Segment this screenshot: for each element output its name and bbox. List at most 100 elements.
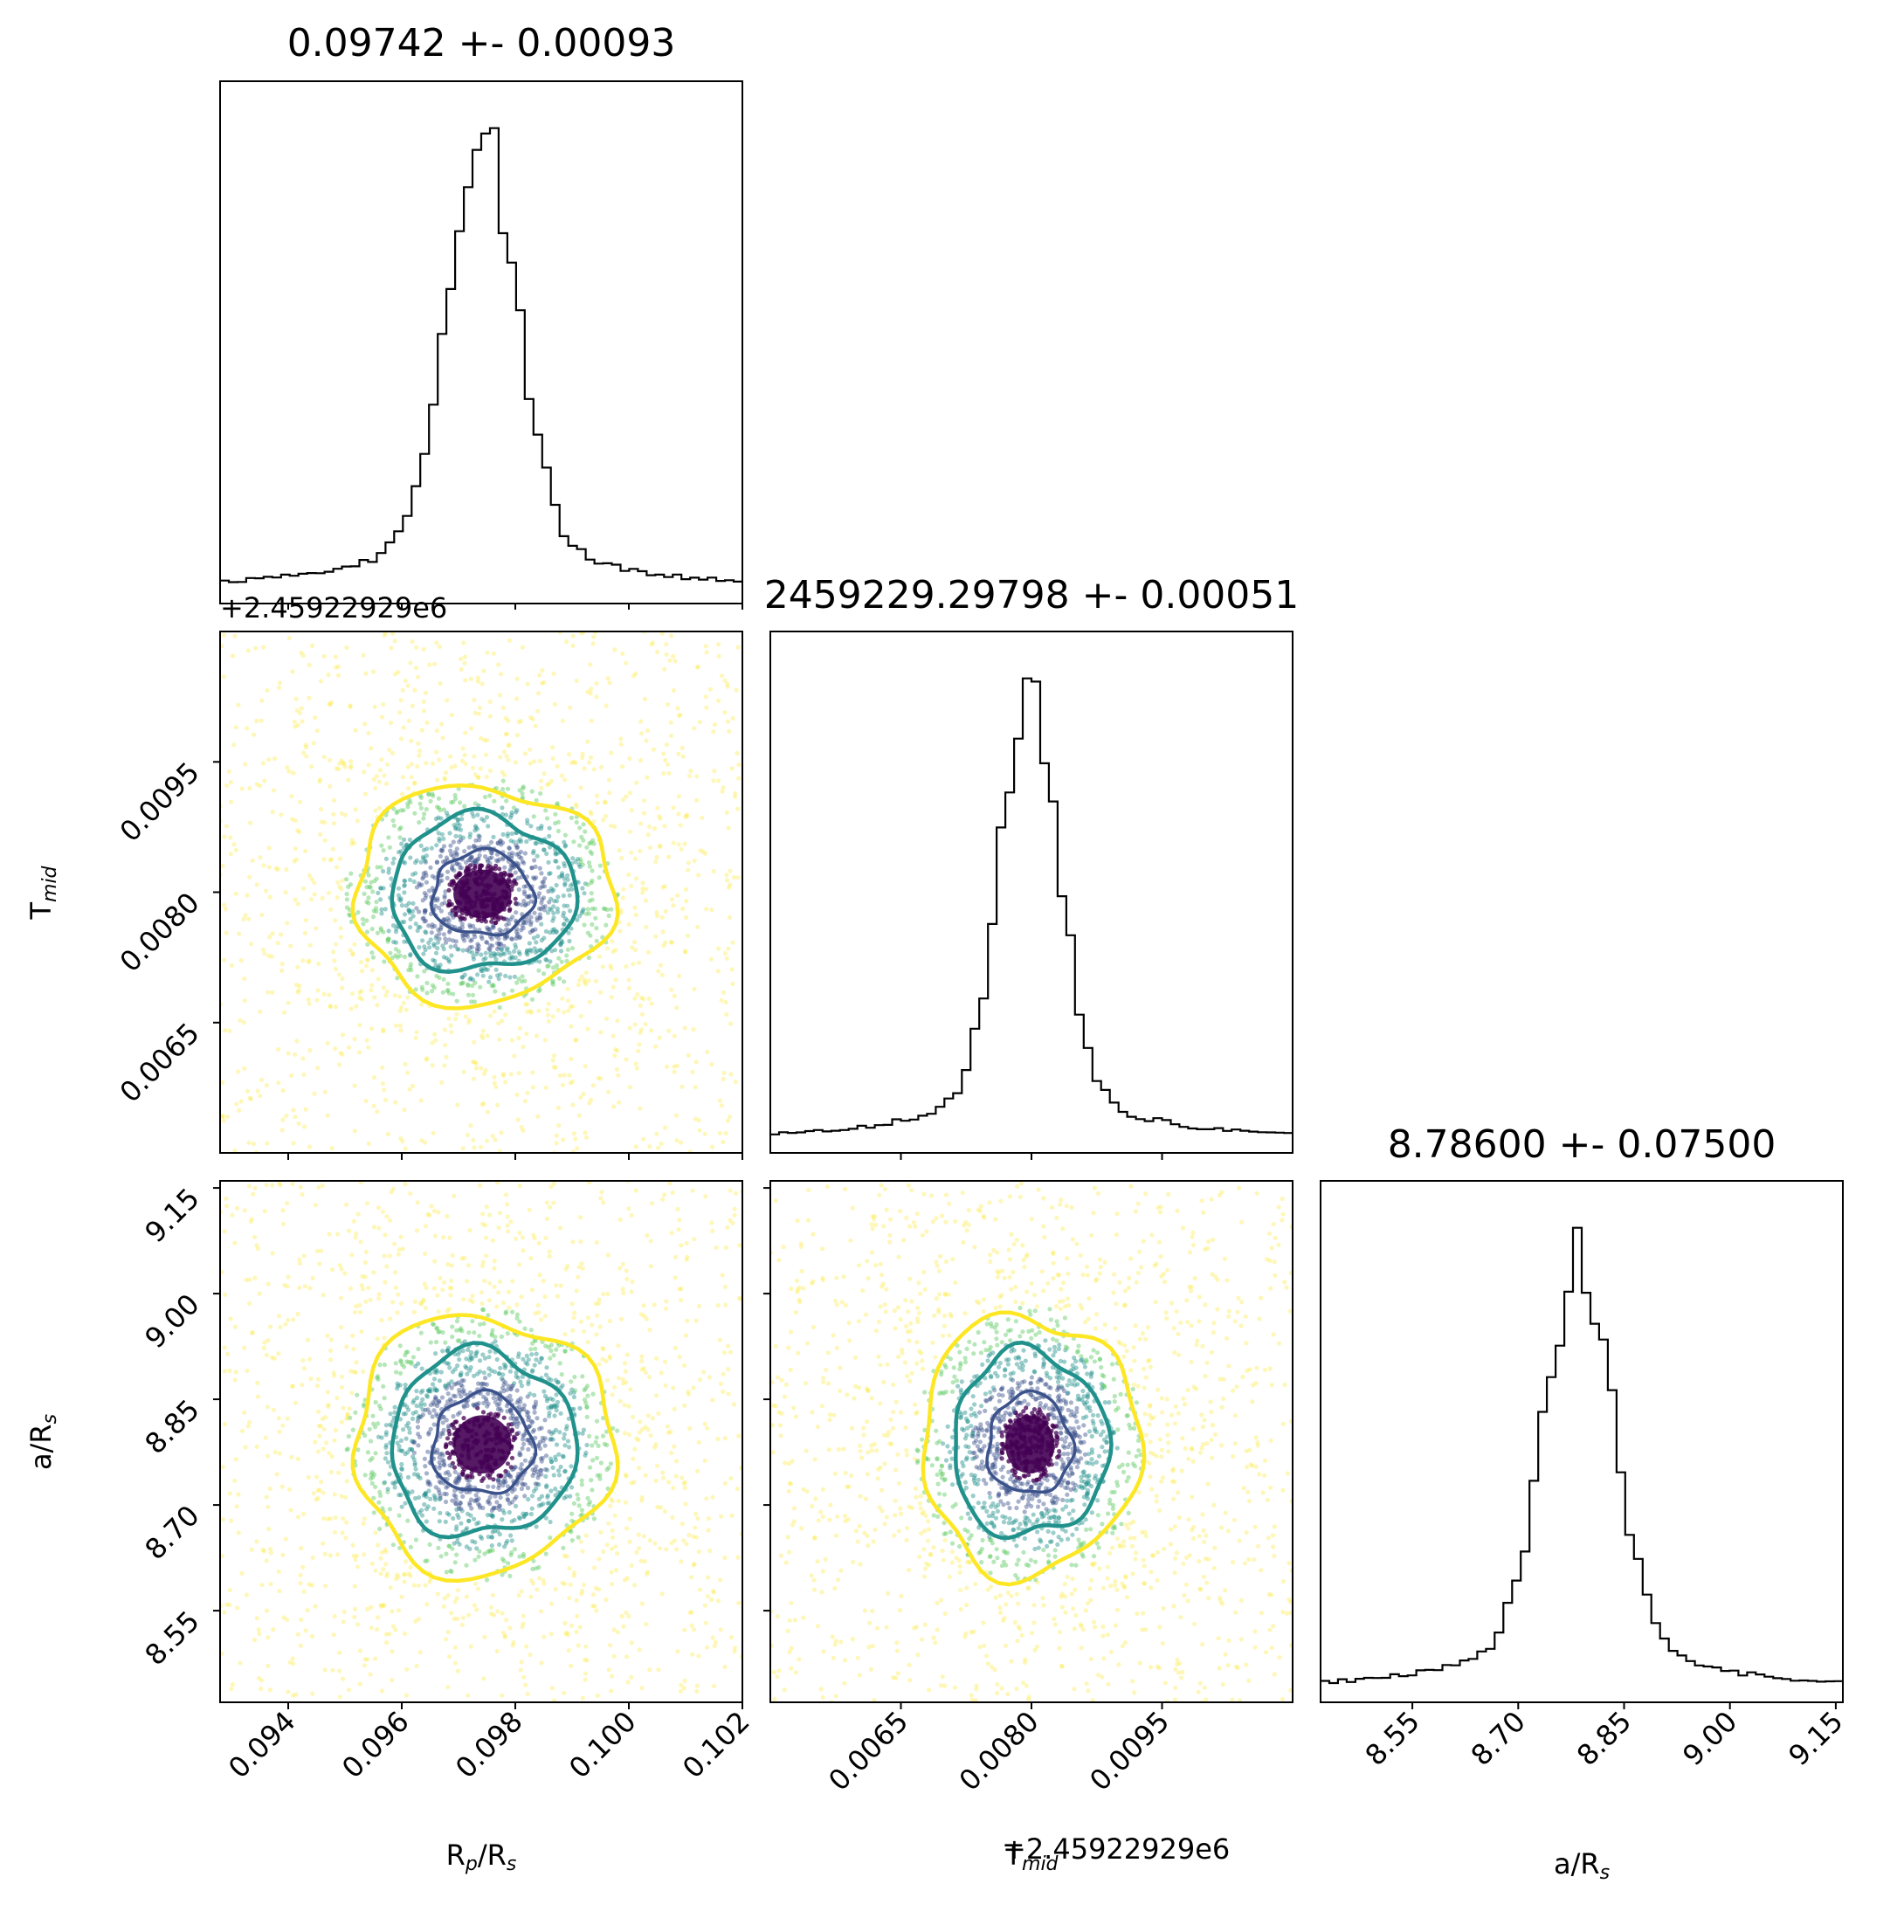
scatter-point xyxy=(303,1107,308,1112)
scatter-point xyxy=(449,1286,454,1291)
scatter-point xyxy=(339,1325,344,1330)
scatter-point xyxy=(482,1376,488,1381)
scatter-point xyxy=(443,1383,448,1388)
scatter-point xyxy=(269,954,274,959)
scatter-point xyxy=(685,1318,690,1323)
scatter-point xyxy=(528,1391,533,1397)
scatter-point xyxy=(364,900,369,905)
scatter-point xyxy=(220,1517,225,1522)
scatter-point xyxy=(547,1249,552,1254)
scatter-point xyxy=(526,1446,531,1452)
scatter-point xyxy=(467,924,473,929)
scatter-point xyxy=(589,1478,594,1483)
scatter-point xyxy=(468,676,473,682)
scatter-point xyxy=(1111,1290,1116,1295)
scatter-point xyxy=(390,955,395,961)
scatter-point xyxy=(529,789,535,794)
scatter-point xyxy=(525,1009,530,1014)
scatter-point xyxy=(835,1514,840,1519)
scatter-point xyxy=(653,859,659,865)
scatter-point xyxy=(562,916,569,921)
scatter-point xyxy=(629,883,634,889)
scatter-point xyxy=(1003,1367,1008,1372)
scatter-point xyxy=(366,900,371,906)
scatter-point xyxy=(327,1451,332,1456)
scatter-point xyxy=(726,1343,731,1349)
scatter-point xyxy=(572,1374,577,1380)
scatter-point xyxy=(542,884,548,889)
scatter-point xyxy=(223,1292,228,1297)
scatter-point xyxy=(712,1683,717,1689)
scatter-point xyxy=(632,1446,638,1452)
scatter-point xyxy=(492,1074,497,1080)
scatter-point xyxy=(518,1466,523,1471)
scatter-point xyxy=(549,1686,555,1691)
scatter-point xyxy=(334,942,339,947)
scatter-point xyxy=(547,1253,552,1259)
scatter-point xyxy=(673,1275,678,1280)
contour-line xyxy=(390,806,580,974)
scatter-point xyxy=(510,1466,515,1473)
scatter-point xyxy=(681,1686,687,1691)
scatter-point xyxy=(404,1349,409,1355)
scatter-point xyxy=(505,1229,511,1234)
scatter-point xyxy=(617,1217,623,1222)
scatter-point xyxy=(294,707,300,714)
scatter-point xyxy=(617,1376,622,1381)
scatter-point xyxy=(508,1411,514,1416)
scatter-point xyxy=(913,1402,918,1407)
scatter-point xyxy=(548,778,554,784)
scatter-point xyxy=(528,922,534,928)
scatter-point xyxy=(307,1582,312,1587)
scatter-point xyxy=(575,1492,580,1497)
scatter-point xyxy=(440,1452,445,1458)
scatter-point xyxy=(489,1535,494,1540)
scatter-point xyxy=(548,1356,553,1361)
scatter-point xyxy=(484,774,489,780)
scatter-point xyxy=(570,643,576,648)
scatter-point xyxy=(582,766,587,771)
scatter-point xyxy=(554,1170,558,1175)
scatter-point xyxy=(666,1480,672,1485)
scatter-point xyxy=(339,758,344,763)
scatter-point xyxy=(588,849,593,854)
scatter-point xyxy=(719,997,724,1003)
scatter-point xyxy=(449,1263,454,1268)
scatter-point xyxy=(633,1188,638,1193)
scatter-point xyxy=(456,1380,461,1385)
scatter-point xyxy=(254,882,259,887)
scatter-point xyxy=(466,1018,472,1023)
scatter-point xyxy=(296,1121,301,1126)
scatter-point xyxy=(526,1379,531,1384)
scatter-point xyxy=(515,931,521,936)
scatter-point xyxy=(431,1408,437,1413)
scatter-point xyxy=(375,1336,380,1342)
scatter-point xyxy=(547,1204,553,1210)
scatter-point xyxy=(502,1476,507,1481)
scatter-point xyxy=(485,1513,491,1518)
scatter-point xyxy=(722,1436,728,1441)
scatter-point xyxy=(569,1529,574,1535)
scatter-point xyxy=(489,919,494,924)
scatter-point xyxy=(500,805,505,811)
scatter-point xyxy=(722,950,728,956)
scatter-point xyxy=(729,967,735,972)
scatter-point xyxy=(450,1460,456,1466)
scatter-point xyxy=(514,927,520,932)
scatter-point xyxy=(491,925,496,930)
scatter-point xyxy=(538,1439,543,1445)
scatter-point xyxy=(551,1052,557,1059)
scatter-point xyxy=(577,825,583,831)
scatter-point xyxy=(456,1515,461,1521)
scatter-point xyxy=(560,996,565,1001)
scatter-point xyxy=(1015,1386,1020,1391)
scatter-point xyxy=(420,938,425,943)
scatter-point xyxy=(452,1660,459,1666)
scatter-point xyxy=(487,1280,493,1286)
scatter-point xyxy=(370,914,376,920)
scatter-point xyxy=(668,1450,674,1456)
scatter-point xyxy=(568,1494,573,1499)
scatter-point xyxy=(495,1396,500,1401)
scatter-point xyxy=(458,1372,463,1377)
scatter-point xyxy=(424,873,429,878)
